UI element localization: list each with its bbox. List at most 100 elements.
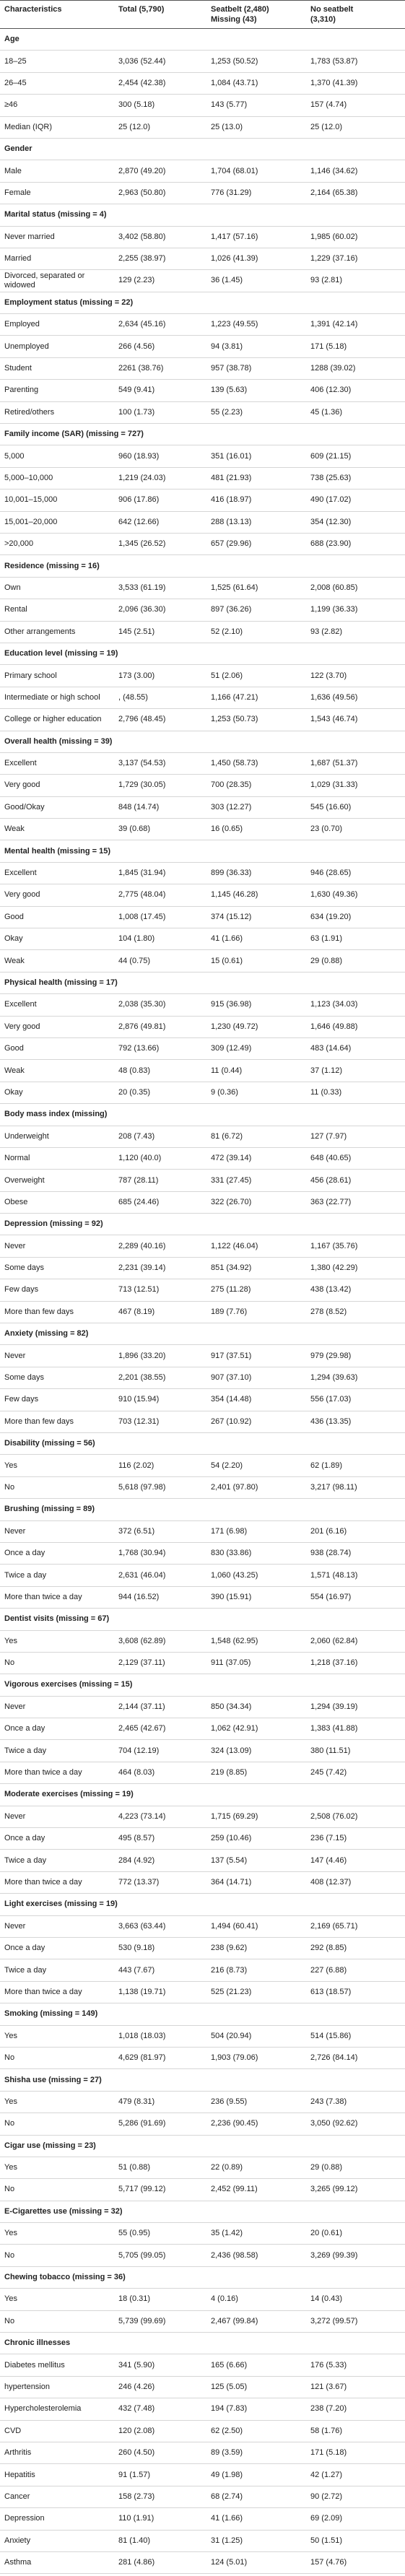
data-row: Very good 2,876 (49.81) 1,230 (49.72) 1,646… xyxy=(0,1016,405,1038)
row-label: Hepatitis xyxy=(0,2463,114,2486)
cell: 3,402 (58.80) xyxy=(114,226,206,248)
cell: 176 (5.33) xyxy=(306,2354,405,2377)
cell: 5,618 (97.98) xyxy=(114,1476,206,1500)
cell: 2,870 (49.20) xyxy=(114,160,206,183)
cell: 219 (8.85) xyxy=(206,1762,306,1785)
cell: 5,739 (99.69) xyxy=(114,2310,206,2333)
row-label: Underweight xyxy=(0,1126,114,1148)
cell: 3,608 (62.89) xyxy=(114,1630,206,1653)
cell: 3,269 (99.39) xyxy=(306,2244,405,2267)
cell: 3,137 (54.53) xyxy=(114,752,206,775)
cell: 456 (28.61) xyxy=(306,1169,405,1192)
cell: 979 (29.98) xyxy=(306,1344,405,1367)
cell: 472 (39.14) xyxy=(206,1147,306,1170)
cell: 792 (13.66) xyxy=(114,1037,206,1061)
cell: 120 (2.08) xyxy=(114,2420,206,2442)
cell: 2,169 (65.71) xyxy=(306,1915,405,1938)
row-label: Once a day xyxy=(0,1718,114,1741)
row-label: Okay xyxy=(0,928,114,951)
row-label: Never xyxy=(0,1696,114,1719)
section-row: Marital status (missing = 4) xyxy=(0,204,405,227)
cell: 4 (0.16) xyxy=(206,2288,306,2311)
row-label: Once a day xyxy=(0,1937,114,1960)
section-row: Residence (missing = 16) xyxy=(0,554,405,578)
section-title: Employment status (missing = 22) xyxy=(0,292,405,315)
section-title: Age xyxy=(0,28,405,51)
cell: 5,717 (99.12) xyxy=(114,2178,206,2201)
cell: 525 (21.23) xyxy=(206,1981,306,2004)
cell: 124 (5.01) xyxy=(206,2551,306,2575)
section-title: Disability (missing = 56) xyxy=(0,1432,405,1455)
cell: 227 (6.88) xyxy=(306,1959,405,1982)
section-row: Employment status (missing = 22) xyxy=(0,292,405,315)
cell: 18 (0.31) xyxy=(114,2288,206,2311)
cell: 4,223 (73.14) xyxy=(114,1806,206,1829)
data-row: Anxiety 81 (1.40) 31 (1.25) 50 (1.51) xyxy=(0,2530,405,2552)
cell: 173 (3.00) xyxy=(114,664,206,687)
section-row: Family income (SAR) (missing = 727) xyxy=(0,423,405,446)
data-row: Yes 479 (8.31) 236 (9.55) 243 (7.38) xyxy=(0,2091,405,2114)
cell: 2,129 (37.11) xyxy=(114,1652,206,1675)
cell: 613 (18.57) xyxy=(306,1981,405,2004)
section-title: Physical health (missing = 17) xyxy=(0,972,405,995)
section-title: Family income (SAR) (missing = 727) xyxy=(0,423,405,446)
data-row: hypertension 246 (4.26) 125 (5.05) 121 (3.6… xyxy=(0,2376,405,2399)
data-row: Yes 116 (2.02) 54 (2.20) 62 (1.89) xyxy=(0,1454,405,1477)
cell: 1,636 (49.56) xyxy=(306,687,405,710)
row-label: Normal xyxy=(0,1147,114,1170)
data-row: Asthma 281 (4.86) 124 (5.01) 157 (4.76) xyxy=(0,2551,405,2575)
row-label: Overweight xyxy=(0,1169,114,1192)
cell: 1,704 (68.01) xyxy=(206,160,306,183)
data-row: Normal 1,120 (40.0) 472 (39.14) 648 (40.65) xyxy=(0,1147,405,1170)
row-label: 15,001–20,000 xyxy=(0,511,114,534)
row-label: Excellent xyxy=(0,752,114,775)
cell: 23 (0.70) xyxy=(306,818,405,841)
cell: 911 (37.05) xyxy=(206,1652,306,1675)
data-row: Once a day 2,465 (42.67) 1,062 (42.91) 1,38… xyxy=(0,1718,405,1741)
data-row: Obese 685 (24.46) 322 (26.70) 363 (22.77) xyxy=(0,1191,405,1214)
data-row: Excellent 1,845 (31.94) 899 (36.33) 946 (28… xyxy=(0,862,405,885)
data-row: Twice a day 443 (7.67) 216 (8.73) 227 (6.88… xyxy=(0,1959,405,1982)
row-label: 18–25 xyxy=(0,50,114,73)
cell: 897 (36.26) xyxy=(206,599,306,622)
cell: 116 (2.02) xyxy=(114,1454,206,1477)
cell: 1,060 (43.25) xyxy=(206,1564,306,1587)
cell: 830 (33.86) xyxy=(206,1542,306,1565)
cell: 549 (9.41) xyxy=(114,379,206,402)
section-row: Cigar use (missing = 23) xyxy=(0,2135,405,2157)
row-label: Primary school xyxy=(0,664,114,687)
section-title: Dentist visits (missing = 67) xyxy=(0,1608,405,1631)
cell: , (48.55) xyxy=(114,687,206,710)
cell: 93 (2.82) xyxy=(306,621,405,643)
section-row: Chronic illnesses xyxy=(0,2332,405,2355)
cell: 738 (25.63) xyxy=(306,467,405,490)
data-row: Excellent 3,137 (54.53) 1,450 (58.73) 1,687… xyxy=(0,752,405,775)
row-label: More than few days xyxy=(0,1301,114,1324)
row-label: More than twice a day xyxy=(0,1981,114,2004)
cell: 81 (1.40) xyxy=(114,2530,206,2552)
cell: 2,255 (38.97) xyxy=(114,248,206,271)
cell: 1,223 (49.55) xyxy=(206,313,306,336)
data-row: Good/Okay 848 (14.74) 303 (12.27) 545 (16.6… xyxy=(0,796,405,819)
table-body: Age 18–25 3,036 (52.44) 1,253 (50.52) 1,783 … xyxy=(0,28,405,2575)
data-row: Hypercholesterolemia 432 (7.48) 194 (7.83)… xyxy=(0,2398,405,2421)
row-label: More than twice a day xyxy=(0,1871,114,1894)
section-row: Disability (missing = 56) xyxy=(0,1432,405,1455)
data-row: Yes 51 (0.88) 22 (0.89) 29 (0.88) xyxy=(0,2157,405,2180)
row-label: Median (IQR) xyxy=(0,116,114,139)
cell: 703 (12.31) xyxy=(114,1411,206,1434)
cell: 2,401 (97.80) xyxy=(206,1476,306,1500)
row-label: Okay xyxy=(0,1082,114,1105)
row-label: Never married xyxy=(0,226,114,248)
header-line: (3,310) xyxy=(310,15,336,24)
section-row: Moderate exercises (missing = 19) xyxy=(0,1783,405,1806)
cell: 1,687 (51.37) xyxy=(306,752,405,775)
section-title: Moderate exercises (missing = 19) xyxy=(0,1783,405,1806)
data-row: Weak 39 (0.68) 16 (0.65) 23 (0.70) xyxy=(0,818,405,841)
cell: 2,963 (50.80) xyxy=(114,182,206,205)
cell: 2,164 (65.38) xyxy=(306,182,405,205)
data-row: 15,001–20,000 642 (12.66) 288 (13.13) 354 (… xyxy=(0,511,405,534)
cell: 9 (0.36) xyxy=(206,1082,306,1105)
cell: 37 (1.12) xyxy=(306,1059,405,1082)
